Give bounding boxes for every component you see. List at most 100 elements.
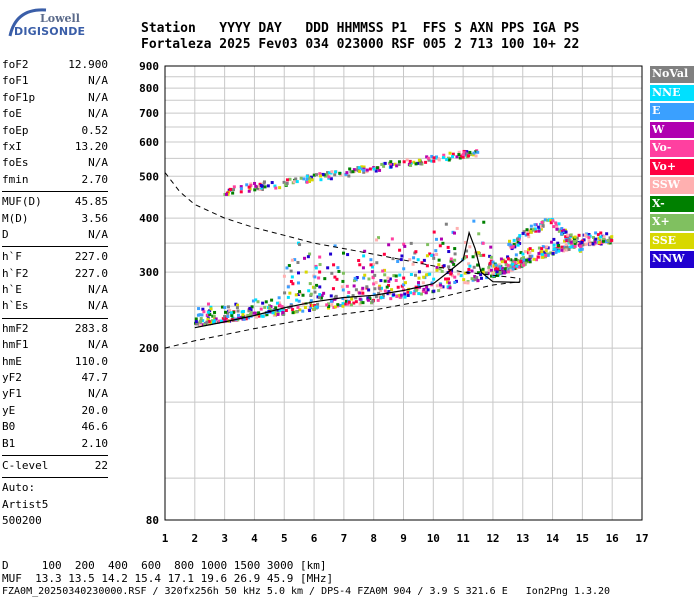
param-value: 20.0 <box>81 403 109 417</box>
echo-point <box>451 152 455 156</box>
echo-point <box>430 283 434 287</box>
echo-point <box>436 157 440 161</box>
echo-point <box>206 310 210 314</box>
echo-point <box>211 321 215 325</box>
echo-point <box>602 237 606 241</box>
echo-point <box>601 239 605 243</box>
echo-point <box>314 306 318 310</box>
echo-point <box>334 294 338 298</box>
echo-point <box>447 158 451 162</box>
echo-point <box>446 286 450 290</box>
echo-point <box>291 308 295 312</box>
echo-point <box>563 228 567 232</box>
echo-point <box>333 275 337 279</box>
echo-point <box>574 239 578 243</box>
echo-point <box>412 292 416 296</box>
echo-point <box>207 320 211 324</box>
echo-point <box>463 271 467 275</box>
echo-point <box>531 248 535 252</box>
echo-point <box>363 273 367 277</box>
echo-point <box>578 248 582 252</box>
echo-point <box>502 269 506 273</box>
echo-point <box>590 241 594 245</box>
echo-point <box>283 291 287 295</box>
echo-point <box>269 310 273 314</box>
echo-point <box>441 285 445 289</box>
echo-point <box>221 317 225 321</box>
echo-point <box>281 310 285 314</box>
legend-item: W <box>650 121 694 138</box>
echo-point <box>577 233 581 237</box>
echo-point <box>278 186 282 190</box>
echo-point <box>434 237 438 241</box>
echo-point <box>481 241 485 245</box>
echo-point <box>534 229 538 233</box>
echo-point <box>552 243 556 247</box>
echo-point <box>395 294 399 298</box>
echo-point <box>506 267 510 271</box>
echo-point <box>356 166 360 170</box>
echo-point <box>420 261 424 265</box>
echo-point <box>602 235 606 239</box>
echo-point <box>599 235 603 239</box>
echo-point <box>559 228 563 232</box>
echo-point <box>258 187 262 191</box>
echo-point <box>286 285 290 289</box>
echo-point <box>223 319 227 323</box>
echo-point <box>451 155 455 159</box>
echo-point <box>333 244 337 248</box>
echo-point <box>462 256 466 260</box>
echo-point <box>249 183 253 187</box>
echo-point <box>491 260 495 264</box>
echo-point <box>351 170 355 174</box>
echo-point <box>498 271 502 275</box>
echo-point <box>477 232 481 236</box>
echo-point <box>533 227 537 231</box>
echo-point <box>374 281 378 285</box>
echo-point <box>490 274 494 278</box>
echo-point <box>508 242 512 246</box>
param-row: M(D) 3.56 <box>2 212 108 228</box>
x-tick-label: 17 <box>635 532 648 545</box>
echo-point <box>527 258 531 262</box>
echo-point <box>206 310 210 314</box>
echo-point <box>476 263 480 267</box>
echo-point <box>494 266 498 270</box>
echo-point <box>284 183 288 187</box>
echo-point <box>509 264 513 268</box>
echo-point <box>438 281 442 285</box>
echo-point <box>197 321 201 325</box>
echo-point <box>485 276 489 280</box>
echo-point <box>205 320 209 324</box>
echo-point <box>290 304 294 308</box>
param-key: h`F2 <box>2 266 29 280</box>
echo-point <box>553 247 557 251</box>
echo-point <box>417 158 421 162</box>
echo-point <box>533 223 537 227</box>
echo-point <box>517 236 521 240</box>
echo-point <box>517 238 521 242</box>
echo-point <box>333 173 337 177</box>
echo-point <box>391 294 395 298</box>
echo-point <box>598 239 602 243</box>
echo-point <box>397 160 401 164</box>
param-row: foF2 12.900 <box>2 58 108 74</box>
echo-point <box>239 187 243 191</box>
echo-point <box>268 306 272 310</box>
echo-point <box>288 177 292 181</box>
echo-point <box>569 240 573 244</box>
param-row: hmF2 283.8 <box>2 322 108 338</box>
echo-point <box>371 265 375 269</box>
echo-point <box>474 150 478 154</box>
echo-point <box>206 313 210 317</box>
echo-point <box>212 320 216 324</box>
echo-point <box>493 272 497 276</box>
echo-point <box>580 240 584 244</box>
echo-point <box>263 313 267 317</box>
echo-point <box>382 252 386 256</box>
footer-distance: D 100 200 400 600 800 1000 1500 3000 [km… <box>2 559 327 572</box>
echo-point <box>378 294 382 298</box>
echo-point <box>277 301 281 305</box>
echo-point <box>511 259 515 263</box>
echo-point <box>292 180 296 184</box>
